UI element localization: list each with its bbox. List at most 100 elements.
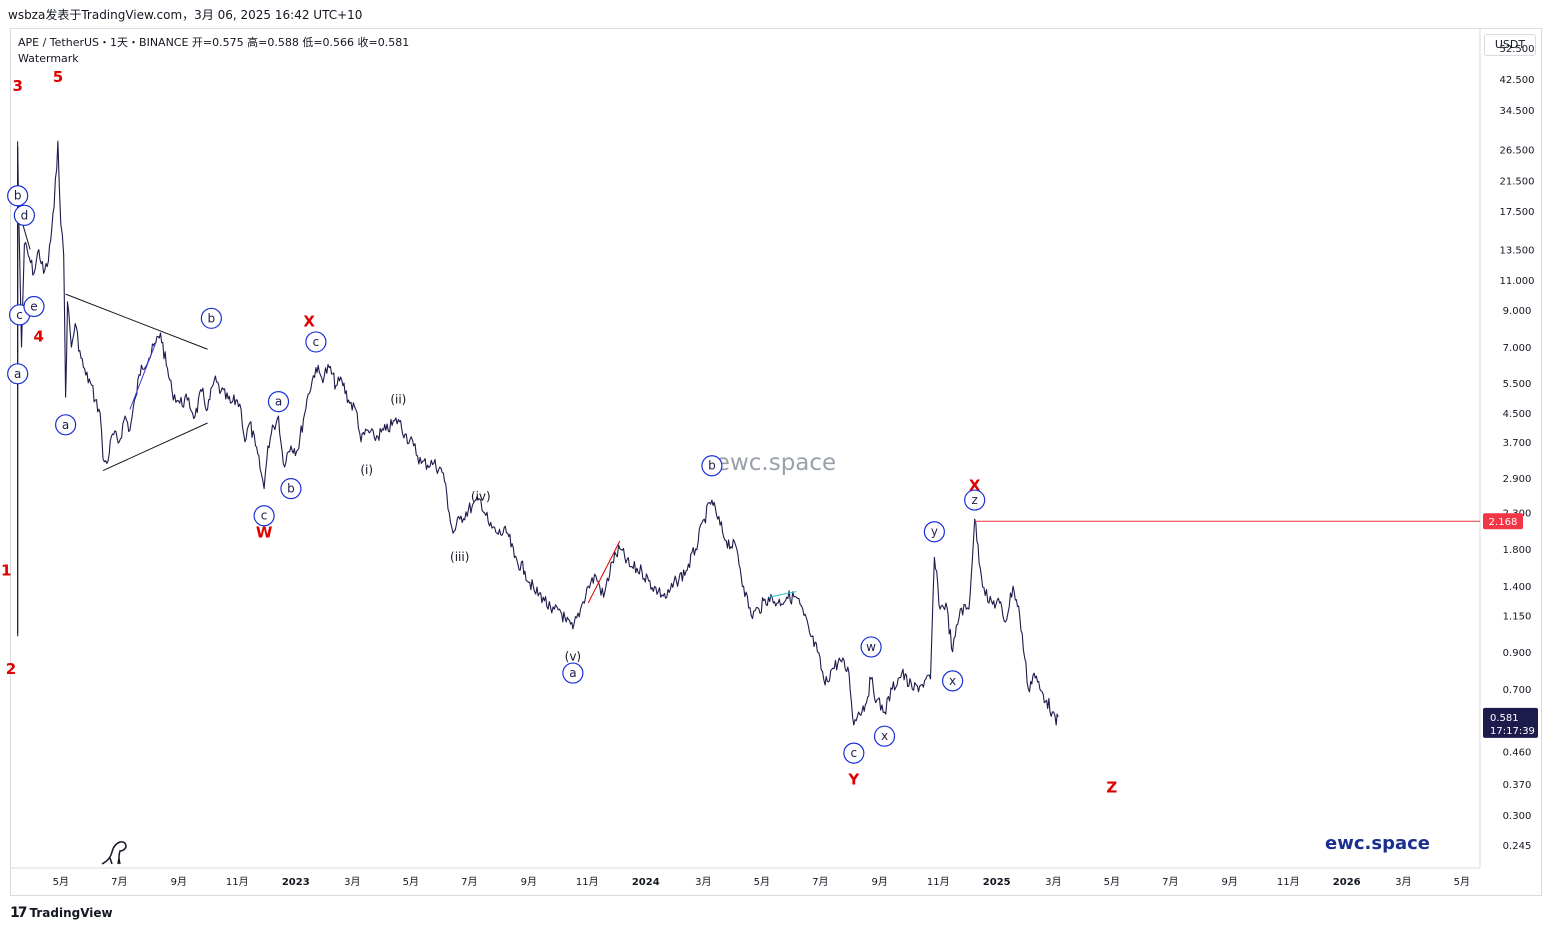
trendline-1 — [102, 422, 208, 471]
wave-label-red-5: X — [303, 312, 315, 330]
currency-button[interactable]: USDT — [1484, 34, 1536, 56]
y-tick-label: 42.500 — [1500, 75, 1535, 86]
wave-circle — [860, 636, 882, 658]
y-tick-label: 4.500 — [1503, 409, 1532, 420]
wave-circle-text: x — [949, 674, 956, 688]
wave-label-circled-14: w — [860, 636, 882, 658]
wave-circle — [267, 391, 290, 413]
wave-label-circled-3: e — [23, 295, 45, 318]
mascot-icon — [101, 841, 127, 865]
y-tick-label: 34.500 — [1500, 106, 1535, 117]
x-tick-label: 11月 — [1277, 876, 1300, 888]
x-tick-label: 7月 — [461, 876, 477, 888]
symbol-legend[interactable]: APE / TetherUS・1天・BINANCE 开=0.575 高=0.58… — [18, 36, 410, 49]
wave-label-red-9: Z — [1106, 778, 1117, 796]
wave-circle-text: b — [708, 459, 716, 473]
wave-circle — [562, 662, 584, 684]
x-tick-label: 2023 — [282, 877, 310, 888]
y-tick-label: 2.900 — [1503, 474, 1532, 485]
y-tick-label: 13.500 — [1500, 246, 1535, 257]
current-price-tag — [1483, 707, 1538, 738]
y-tick-label: 0.370 — [1503, 780, 1532, 791]
chart-frame[interactable] — [10, 28, 1542, 896]
wave-circle-text: c — [16, 308, 23, 322]
wave-circle-text: b — [287, 482, 295, 496]
wave-label-circled-13: c — [843, 742, 865, 764]
wave-label-red-1: 5 — [53, 68, 63, 86]
y-tick-label: 0.300 — [1503, 811, 1532, 822]
x-tick-label: 5月 — [53, 876, 69, 888]
wave-circle-text: a — [569, 666, 576, 680]
tradingview-logo[interactable]: 17 TradingView — [10, 905, 113, 921]
x-tick-label: 2024 — [632, 877, 660, 888]
wave-label-red-7: Y — [847, 770, 860, 788]
wave-label-circled-12: b — [701, 455, 723, 477]
trendline-0 — [65, 293, 208, 350]
y-tick-label: 17.500 — [1500, 207, 1535, 218]
y-tick-label: 0.460 — [1503, 748, 1532, 759]
wave-label-circled-8: a — [267, 391, 290, 413]
wave-label-circled-10: c — [305, 331, 327, 353]
wave-circle-text: b — [208, 311, 216, 325]
wave-circle-text: b — [14, 189, 22, 203]
wave-label-circled-6: b — [200, 307, 222, 329]
wave-circle — [305, 331, 327, 353]
wave-label-roman-0: (ii) — [390, 393, 406, 407]
x-tick-label: 11月 — [226, 876, 249, 888]
wave-label-roman-4: (v) — [565, 649, 581, 663]
wave-circle — [843, 742, 865, 764]
y-tick-label: 1.150 — [1503, 611, 1532, 622]
wave-circle-text: x — [881, 729, 888, 743]
y-tick-label: 26.500 — [1500, 145, 1535, 156]
x-tick-label: 3月 — [344, 876, 360, 888]
wave-label-circled-7: c — [253, 505, 275, 527]
wave-circle-text: a — [62, 418, 69, 432]
x-tick-label: 7月 — [812, 876, 828, 888]
y-tick-label: 1.800 — [1503, 545, 1532, 556]
wave-label-circled-18: z — [964, 489, 986, 511]
wave-circle-text: w — [866, 640, 876, 654]
tradingview-logo-icon: 17 — [10, 905, 28, 921]
wave-circle — [23, 295, 45, 318]
x-tick-label: 9月 — [1222, 876, 1238, 888]
wave-circle — [55, 414, 77, 436]
x-tick-label: 5月 — [754, 876, 770, 888]
x-tick-label: 2026 — [1333, 877, 1361, 888]
wave-circle-text: z — [972, 493, 978, 507]
wave-circle — [280, 478, 302, 500]
wave-label-red-4: 2 — [6, 660, 16, 678]
x-tick-label: 11月 — [576, 876, 599, 888]
x-tick-label: 3月 — [1045, 876, 1061, 888]
watermark-legend[interactable]: Watermark — [18, 52, 79, 65]
wave-circle-text: a — [14, 367, 21, 381]
y-tick-label: 3.700 — [1503, 438, 1532, 449]
wave-label-circled-15: x — [873, 725, 896, 747]
wave-circle — [253, 505, 275, 527]
x-tick-label: 9月 — [521, 876, 537, 888]
x-tick-label: 5月 — [1104, 876, 1120, 888]
wave-circle-text: a — [275, 395, 282, 409]
wave-label-red-2: 4 — [34, 327, 44, 345]
y-tick-label: 7.000 — [1503, 343, 1532, 354]
mascot-shape — [101, 841, 127, 865]
level-price-tag — [1483, 513, 1523, 530]
wave-label-circled-17: x — [942, 670, 964, 692]
wave-circle-text: c — [261, 509, 268, 523]
x-tick-label: 11月 — [927, 876, 950, 888]
wave-circle — [7, 363, 29, 385]
wave-label-circled-0: b — [7, 185, 29, 207]
publish-info: wsbza发表于TradingView.com，3月 06, 2025 16:4… — [8, 8, 363, 22]
wave-circle — [873, 725, 896, 747]
y-tick-label: 1.400 — [1503, 582, 1532, 593]
x-tick-label: 2025 — [983, 877, 1011, 888]
price-series — [17, 140, 1059, 726]
brand-watermark: ewc.space — [1325, 833, 1430, 854]
wave-circle — [964, 489, 986, 511]
y-tick-label: 0.700 — [1503, 685, 1532, 696]
wave-circle — [200, 307, 222, 329]
x-tick-label: 3月 — [1395, 876, 1411, 888]
x-tick-label: 5月 — [403, 876, 419, 888]
wave-label-circled-11: a — [562, 662, 584, 684]
wave-label-circled-9: b — [280, 478, 302, 500]
